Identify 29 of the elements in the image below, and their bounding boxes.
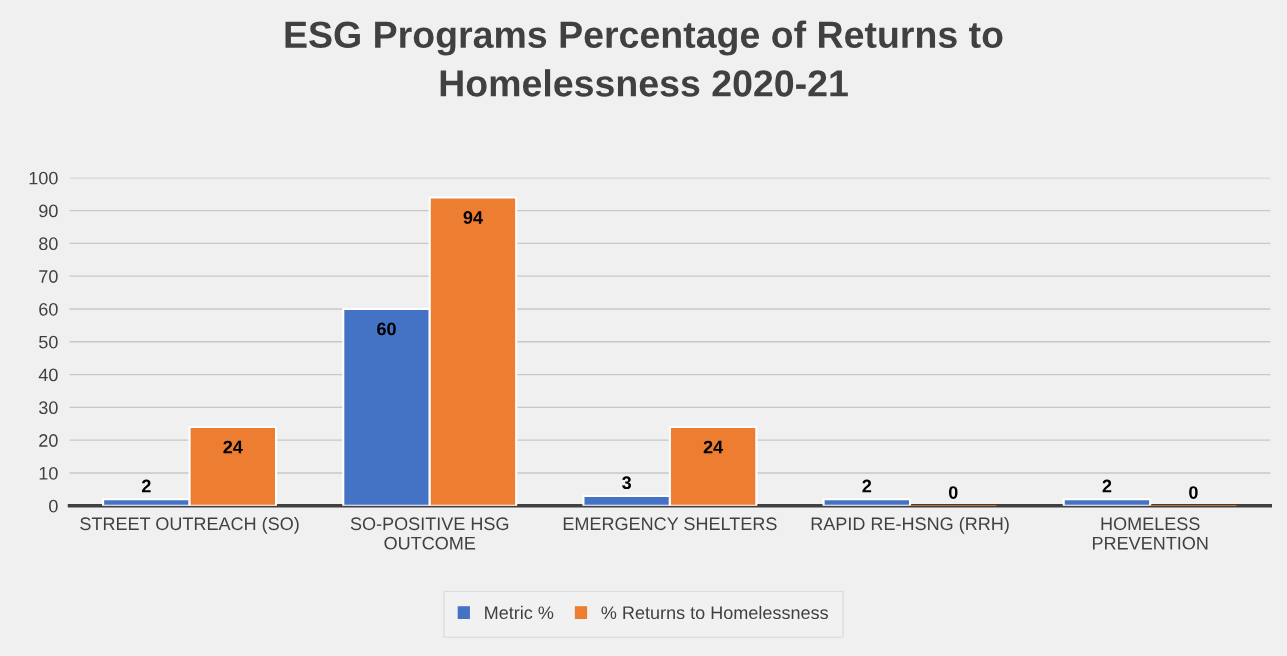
y-tick-label: 100	[29, 171, 58, 185]
y-tick-label: 80	[39, 237, 58, 251]
x-tick-label: HOMELESS PREVENTION	[1092, 517, 1208, 550]
y-tick-label: 90	[39, 204, 58, 218]
y-tick-label: 10	[39, 466, 58, 480]
data-label: 24	[703, 440, 724, 454]
data-label: 94	[463, 211, 483, 224]
data-label: 0	[1189, 486, 1198, 499]
y-tick-label: 70	[39, 270, 58, 283]
data-label: 2	[1102, 479, 1112, 493]
data-label: 3	[622, 476, 632, 490]
y-tick-label: 60	[39, 302, 58, 316]
data-label: 2	[141, 479, 151, 493]
chart-title: ESG Programs Percentage of Returns to Homelessness 2020-21	[285, 20, 1003, 97]
legend-label: % Returns to Homelessness	[601, 605, 828, 620]
x-tick-label: EMERGENCY SHELTERS	[563, 517, 777, 531]
data-label: 24	[223, 440, 243, 454]
data-label: 2	[862, 479, 872, 493]
y-tick-label: 50	[39, 335, 58, 349]
y-tick-label: 40	[38, 368, 58, 382]
data-label: 0	[948, 486, 958, 499]
legend-label: Metric %	[485, 605, 554, 620]
y-tick-label: 20	[39, 434, 58, 447]
x-tick-label: SO-POSITIVE HSG OUTCOME	[350, 517, 509, 550]
y-tick-label: 30	[38, 401, 58, 415]
data-label: 60	[377, 322, 396, 336]
y-tick-label: 0	[49, 499, 58, 513]
x-tick-label: STREET OUTREACH (SO)	[80, 516, 299, 534]
x-tick-label: RAPID RE-HSNG (RRH)	[811, 516, 1009, 534]
